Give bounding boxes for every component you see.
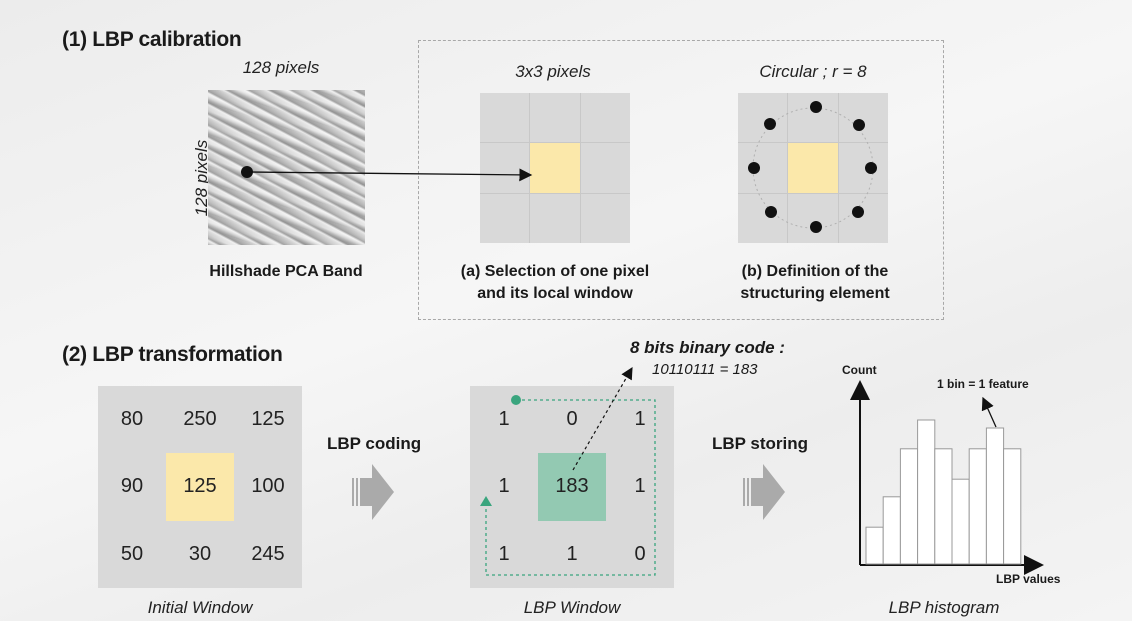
histogram-bin [934,448,953,565]
panel-a-window [480,93,630,243]
panel-a-caption-line1: (a) Selection of one pixel [460,263,650,280]
lbp-storing-arrow-icon [743,464,785,520]
panel-a-cell [480,193,530,243]
histogram-bin [865,526,884,565]
initial-window-center-cell: 125 [166,453,234,521]
neighbor-point [810,221,822,233]
selection-arrow [246,168,533,182]
histogram-bin [985,427,1005,565]
panel-a-cell [480,143,530,193]
histogram-bars [865,419,1022,565]
initial-window-cell: 50 [120,542,144,565]
histogram-bin [968,448,987,565]
histogram-bin [951,478,970,565]
neighbor-point [765,206,777,218]
histogram-y-label: Count [842,363,877,377]
panel-b-cell [788,93,838,143]
neighbor-point [852,206,864,218]
histogram-x-label: LBP values [996,572,1061,586]
initial-window-caption: Initial Window [147,598,253,617]
hillshade-image [208,90,365,245]
initial-window-cell: 125 [251,408,285,431]
panel-a-cell [580,93,630,143]
lbp-coding-label: LBP coding [327,434,422,453]
neighbor-point [764,118,776,130]
panel-a-cell [580,143,630,193]
panel-a-top-label: 3x3 pixels [515,62,591,81]
histogram-annotation-pointer [981,396,997,428]
initial-window-cell: 100 [251,475,285,498]
histogram-bin [899,448,919,565]
panel-b-top-label: Circular ; r = 8 [759,62,867,81]
lbp-window-cell: 1 [566,542,578,565]
binary-code-leader [572,366,633,471]
neighbor-point [853,119,865,131]
histogram-bin [917,419,936,565]
lbp-storing-label: LBP storing [712,434,809,453]
lbp-window-cell: 1 [498,542,510,565]
histogram-annotation: 1 bin = 1 feature [937,377,1029,391]
initial-window-cell: 80 [120,408,144,431]
initial-window-cell: 250 [183,408,217,431]
section2-title: (2) LBP transformation [62,343,283,366]
panel-b-cell [738,93,788,143]
panel-b-window [738,93,888,243]
lbp-window-cell: 1 [634,475,646,498]
panel-b-cell [838,143,888,193]
hillshade-top-label: 128 pixels [242,58,320,77]
lbp-window-cell: 1 [498,408,510,431]
panel-b-cell [838,193,888,243]
panel-a-cell [580,193,630,243]
lbp-window-caption: LBP Window [523,598,621,617]
panel-a-caption-line2: and its local window [477,285,633,302]
panel-b-cell [838,93,888,143]
histogram-caption: LBP histogram [888,598,1000,617]
panel-a-center-pixel [530,143,580,193]
initial-window-cell: 245 [251,542,285,565]
panel-b-caption: (b) Definition of the structuring elemen… [700,261,930,305]
lbp-window-cell: 0 [566,408,578,431]
neighbor-point [810,101,822,113]
histogram-bin [1003,448,1022,565]
panel-a-cell [530,93,580,143]
panel-b-cell [738,143,788,193]
histogram-bin [882,496,901,565]
lbp-window-cell: 1 [634,408,646,431]
neighbor-point [865,162,877,174]
panel-b-caption-line1: (b) Definition of the [741,263,889,280]
initial-window-grid: 80 250 125 90 125 100 50 30 245 [98,386,302,588]
neighbor-point [748,162,760,174]
panel-a-cell [530,193,580,243]
panel-b-cell [738,193,788,243]
initial-window-cell: 30 [188,542,212,565]
panel-a-cell [480,93,530,143]
calibration-panels-box [418,40,944,320]
binary-code-title: 8 bits binary code : [630,338,785,357]
section1-title: (1) LBP calibration [62,28,242,51]
lbp-window-cell: 0 [634,542,646,565]
initial-window-cell: 90 [120,475,144,498]
hillshade-caption: Hillshade PCA Band [209,263,363,280]
lbp-window-center-cell: 183 [538,453,606,521]
panel-b-caption-line2: structuring element [740,285,890,302]
lbp-window-cell: 1 [498,475,510,498]
panel-b-center-pixel [788,143,838,193]
lbp-coding-arrow-icon [352,464,394,520]
panel-a-caption: (a) Selection of one pixel and its local… [440,261,670,305]
neighbor-reading-path [480,395,656,576]
lbp-window-grid: 1 0 1 1 183 1 1 1 0 [470,386,674,588]
panel-b-cell [788,193,838,243]
binary-code-value: 10110111 = 183 [652,361,758,378]
